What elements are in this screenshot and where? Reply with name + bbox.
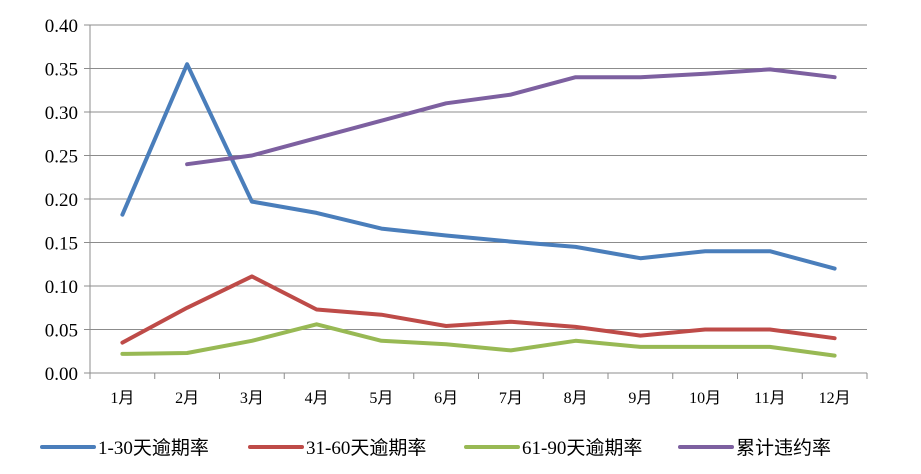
y-tick-label: 0.20 (45, 190, 78, 211)
series-lines (120, 62, 837, 358)
series-line-2 (120, 274, 837, 345)
y-tick-label: 0.30 (45, 103, 78, 124)
grid-lines (90, 24, 867, 330)
axes (84, 24, 868, 379)
x-tick-label: 9月 (628, 390, 652, 407)
legend: 1-30天逾期率 31-60天逾期率 61-90天逾期率 累计违约率 (40, 437, 831, 459)
y-tick-label: 0.10 (45, 277, 78, 298)
series-line-3 (120, 322, 837, 358)
y-tick-label: 0.15 (45, 234, 78, 255)
series-line-1 (120, 62, 837, 271)
x-tick-label: 12月 (819, 390, 851, 407)
x-tick-label: 2月 (175, 390, 199, 407)
x-tick-label: 5月 (369, 390, 393, 407)
y-tick-label: 0.40 (45, 16, 78, 37)
legend-label: 31-60天逾期率 (306, 437, 426, 459)
y-tick-label: 0.25 (45, 147, 78, 168)
series-line-4 (185, 67, 837, 167)
x-tick-label: 10月 (689, 390, 721, 407)
legend-label: 累计违约率 (736, 437, 831, 459)
y-tick-label: 0.05 (45, 321, 78, 342)
x-tick-label: 4月 (305, 390, 329, 407)
y-tick-label: 0.35 (45, 60, 78, 81)
x-tick-label: 7月 (499, 390, 523, 407)
x-tick-label: 8月 (564, 390, 588, 407)
x-tick-label: 3月 (240, 390, 264, 407)
x-tick-label: 6月 (434, 390, 458, 407)
legend-label: 61-90天逾期率 (522, 437, 642, 459)
x-tick-label: 11月 (754, 390, 785, 407)
y-tick-labels: 0.00 0.05 0.10 0.15 0.20 0.25 0.30 0.35 0.40 (45, 16, 78, 385)
legend-label: 1-30天逾期率 (98, 437, 209, 459)
x-tick-label: 1月 (110, 390, 134, 407)
y-tick-label: 0.00 (45, 364, 78, 385)
x-tick-labels: 1月 2月 3月 4月 5月 6月 7月 8月 9月 10月 11月 12月 (110, 390, 850, 407)
